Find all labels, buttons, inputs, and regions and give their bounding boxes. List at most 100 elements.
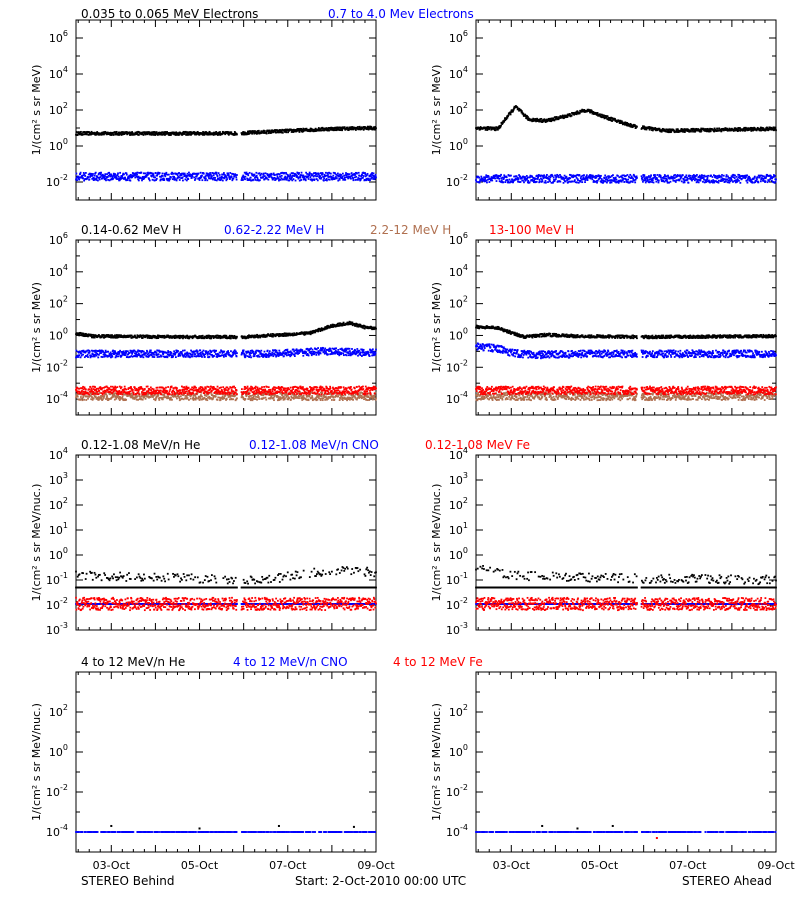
data-point <box>219 131 221 133</box>
data-point <box>557 118 560 121</box>
data-point <box>630 177 632 180</box>
data-point <box>286 176 289 179</box>
data-point <box>582 178 584 181</box>
data-point <box>593 175 596 178</box>
data-point <box>335 173 338 176</box>
data-point <box>329 172 332 175</box>
data-point <box>580 178 583 181</box>
data-point <box>210 337 213 340</box>
data-point <box>169 354 172 356</box>
data-point <box>151 131 154 134</box>
data-point <box>218 174 221 176</box>
data-point <box>562 115 565 117</box>
data-point <box>366 325 369 328</box>
data-point <box>262 131 264 134</box>
data-point <box>743 127 746 130</box>
data-point <box>270 131 273 134</box>
data-point <box>147 131 149 133</box>
data-point <box>185 179 188 182</box>
data-point <box>523 177 526 180</box>
data-point <box>101 356 104 358</box>
data-point <box>347 129 350 131</box>
data-point <box>738 129 741 132</box>
data-point <box>104 173 107 176</box>
data-point <box>478 181 481 184</box>
data-point <box>188 352 191 355</box>
data-point <box>753 127 756 130</box>
data-point <box>203 177 206 180</box>
data-point <box>599 176 602 179</box>
data-point <box>728 181 731 184</box>
data-point <box>108 173 111 176</box>
data-point <box>104 175 106 177</box>
data-point <box>198 179 201 181</box>
data-point <box>215 131 218 133</box>
data-point <box>161 336 164 339</box>
data-point <box>248 356 251 358</box>
data-point <box>602 116 605 119</box>
data-point <box>770 179 773 182</box>
data-point <box>567 181 570 183</box>
series-blue <box>75 171 377 182</box>
data-point <box>661 176 664 179</box>
data-point <box>277 173 280 175</box>
data-point <box>362 176 364 179</box>
data-point <box>129 175 131 178</box>
data-point <box>245 173 248 176</box>
data-point <box>539 118 542 120</box>
data-point <box>483 178 486 181</box>
data-point <box>737 127 740 130</box>
data-point <box>157 353 160 356</box>
data-point <box>177 350 179 352</box>
data-point <box>668 130 670 133</box>
data-point <box>194 133 196 136</box>
data-point <box>170 335 172 338</box>
data-point <box>208 131 211 134</box>
data-point <box>126 179 129 182</box>
data-point <box>352 128 355 130</box>
data-point <box>100 349 103 352</box>
data-point <box>348 176 351 178</box>
data-point <box>114 173 117 176</box>
data-point <box>475 179 477 181</box>
data-point <box>92 173 94 175</box>
data-point <box>569 177 572 180</box>
data-point <box>169 350 172 353</box>
data-point <box>488 128 490 131</box>
data-point <box>734 174 736 177</box>
data-point <box>140 171 143 174</box>
data-point <box>632 173 635 176</box>
data-point <box>695 127 698 130</box>
data-point <box>209 337 212 340</box>
data-point <box>559 174 561 176</box>
data-point <box>721 174 723 176</box>
data-point <box>337 175 340 178</box>
data-point <box>310 332 313 334</box>
data-point <box>84 332 87 335</box>
data-point <box>648 181 651 184</box>
data-point <box>96 336 99 339</box>
data-point <box>572 176 574 179</box>
data-point <box>655 180 658 183</box>
data-point <box>240 353 243 356</box>
data-point <box>606 179 609 182</box>
data-point <box>220 336 223 339</box>
data-point <box>536 177 539 180</box>
data-point <box>231 179 234 182</box>
data-point <box>83 131 86 133</box>
data-point <box>536 117 538 120</box>
data-point <box>78 176 81 179</box>
data-point <box>672 179 675 182</box>
data-point <box>130 334 133 337</box>
data-point <box>642 179 645 182</box>
data-point <box>710 179 713 182</box>
data-point <box>292 131 295 133</box>
data-point <box>212 349 215 352</box>
data-point <box>105 351 107 353</box>
data-point <box>200 336 203 339</box>
data-point <box>752 129 754 132</box>
data-point <box>91 174 94 177</box>
data-point <box>130 350 133 352</box>
data-point <box>244 175 247 178</box>
data-point <box>259 336 262 339</box>
